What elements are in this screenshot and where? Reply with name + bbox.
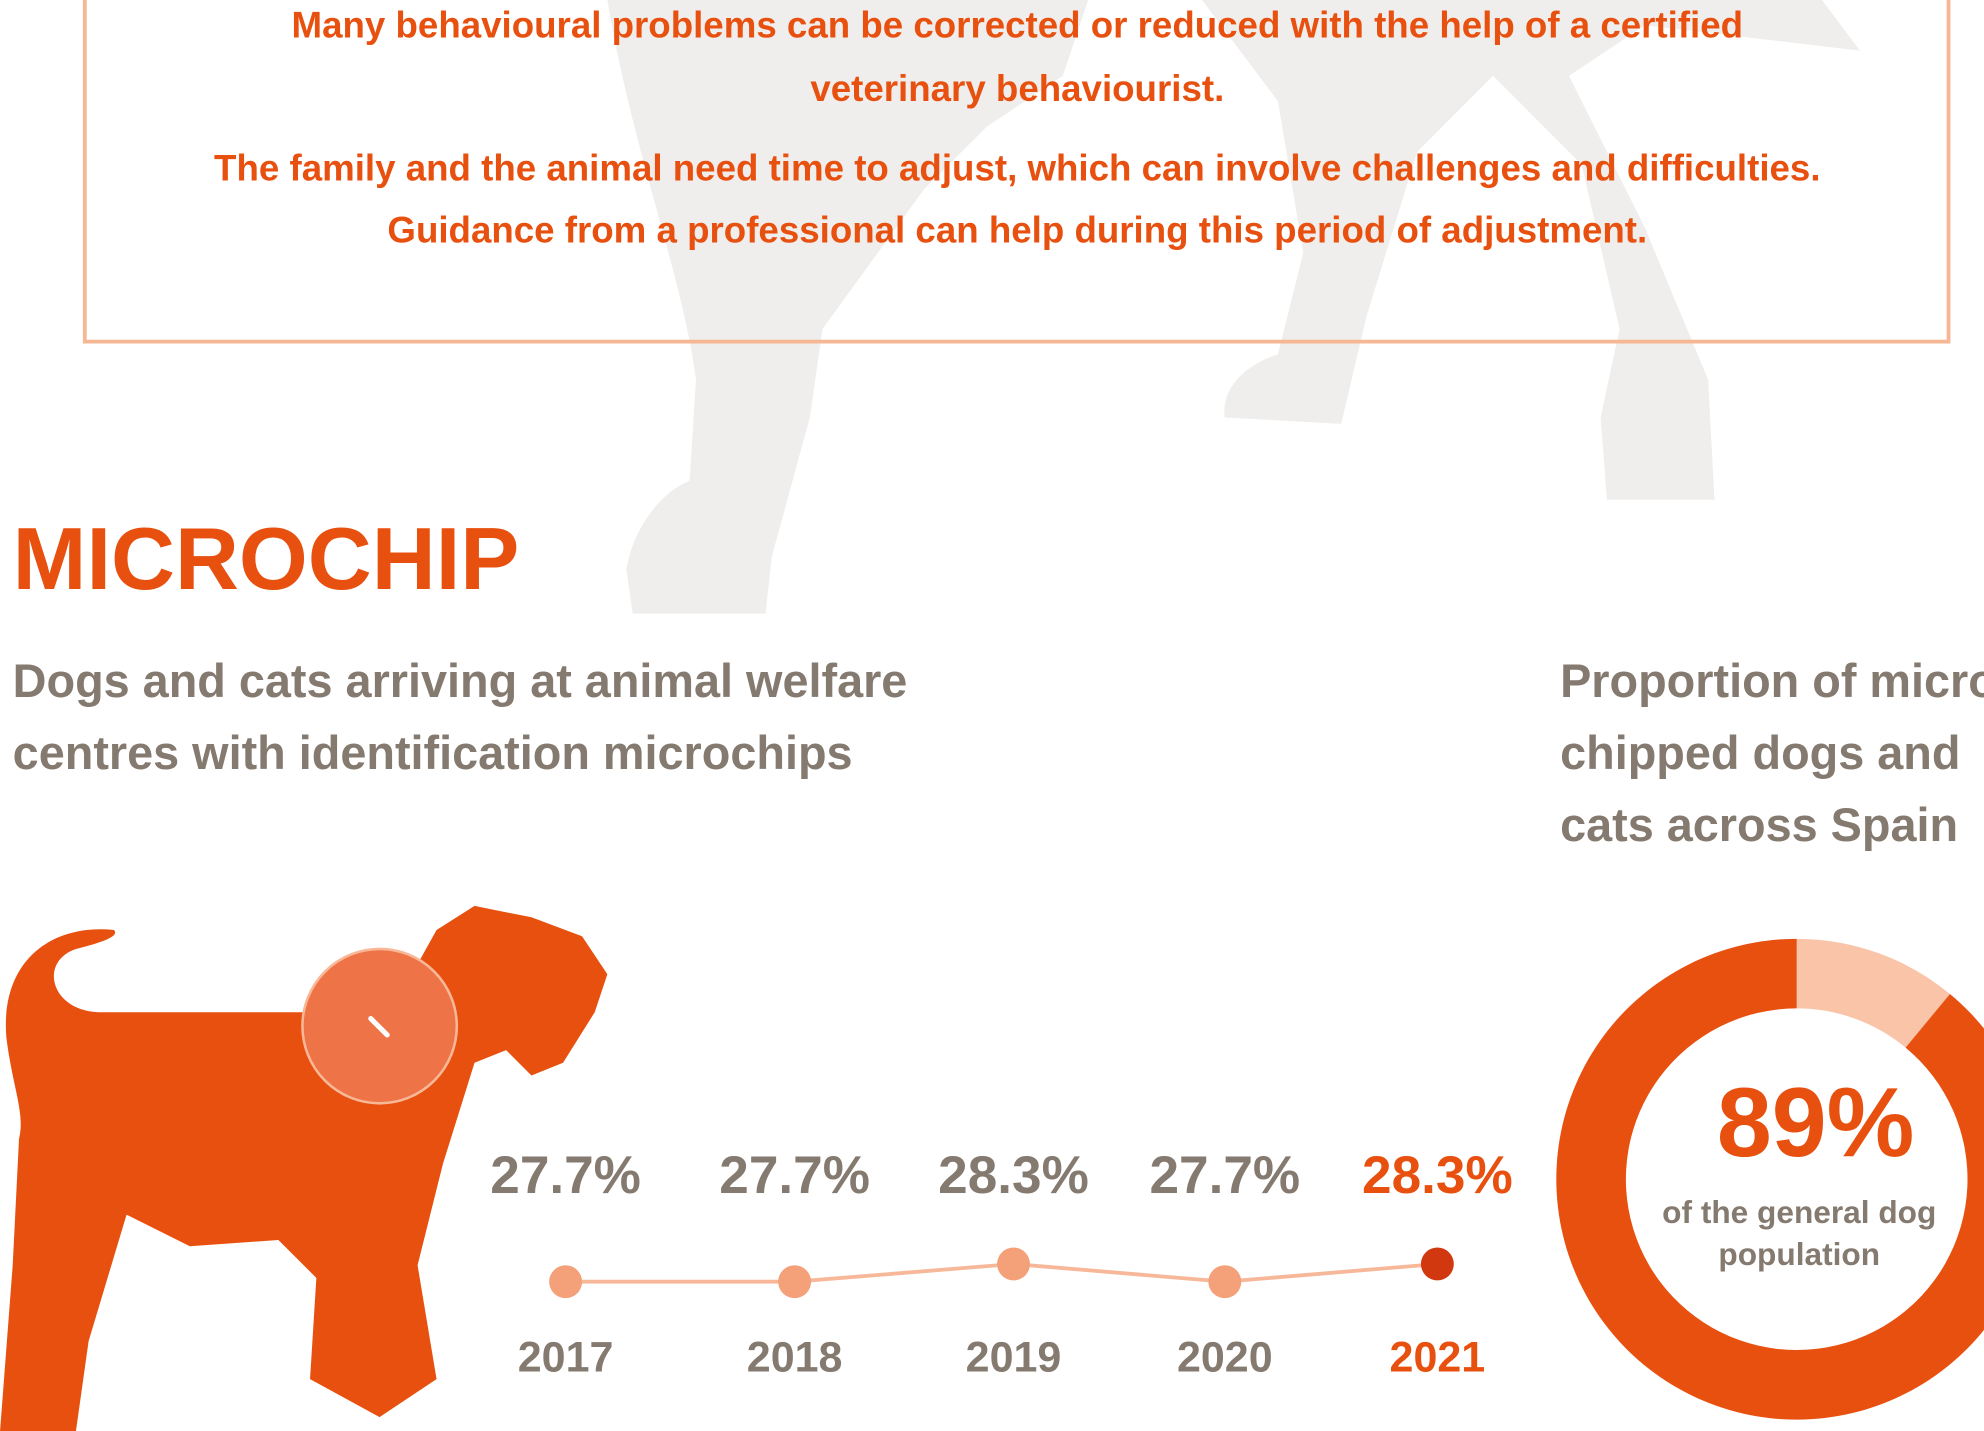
pie-caption: population	[1718, 1236, 1880, 1272]
pie-title-line: cats across Spain	[1560, 799, 1958, 851]
page: {"notice": ["Many behavioural problems c…	[0, 0, 1984, 1431]
section-title: MICROCHIP	[13, 509, 520, 608]
line-title: Dogs and cats arriving at animal welfare…	[13, 655, 908, 779]
x-label: 2017	[518, 1334, 614, 1382]
pie-title-line: Proportion of micro-	[1560, 655, 1984, 707]
pie-caption: of the general dog	[1662, 1194, 1936, 1230]
value-label: 27.7%	[1149, 1146, 1300, 1205]
notice-line: veterinary behaviourist.	[810, 68, 1224, 109]
pie-title: Proportion of micro- chipped dogs and ca…	[1560, 655, 1984, 851]
pie-value-label: 89%	[1717, 1067, 1915, 1177]
notice-line: The family and the animal need time to a…	[214, 147, 1820, 188]
value-label: 27.7%	[490, 1146, 641, 1205]
notice-line: Guidance from a professional can help du…	[387, 209, 1647, 250]
point	[1421, 1248, 1454, 1281]
point	[997, 1248, 1030, 1281]
x-label: 2021	[1390, 1334, 1486, 1382]
point	[549, 1265, 582, 1298]
notice-line: Many behavioural problems can be correct…	[292, 5, 1744, 46]
value-label: 28.3%	[938, 1146, 1089, 1205]
x-label: 2020	[1177, 1334, 1273, 1382]
line-title-line: Dogs and cats arriving at animal welfare	[13, 655, 908, 707]
point	[1208, 1265, 1241, 1298]
background-dog	[607, 0, 1860, 614]
infographic: Many behavioural problems can be correct…	[0, 0, 1984, 1431]
line-title-line: centres with identification microchips	[13, 727, 853, 779]
point	[778, 1265, 811, 1298]
value-label: 27.7%	[719, 1146, 870, 1205]
x-label: 2019	[966, 1334, 1062, 1382]
x-label: 2018	[747, 1334, 843, 1382]
pie-title-line: chipped dogs and	[1560, 727, 1960, 779]
value-label: 28.3%	[1362, 1146, 1513, 1205]
